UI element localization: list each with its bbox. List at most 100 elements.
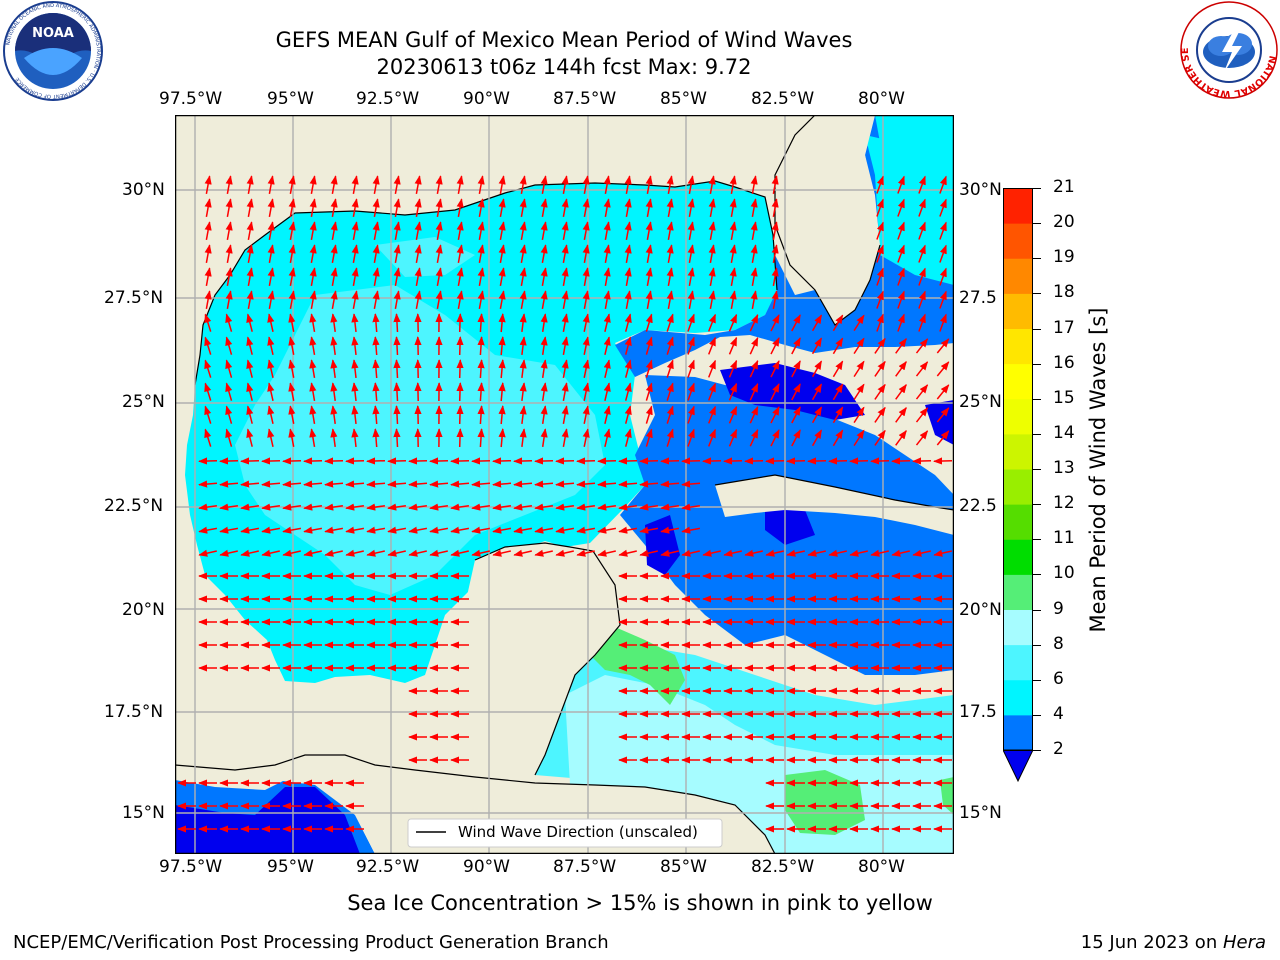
wave-direction-arrow — [729, 290, 737, 310]
lon-label: 97.5°W — [159, 857, 223, 877]
wave-direction-arrow — [603, 405, 611, 424]
wave-direction-arrow — [770, 429, 780, 447]
wave-direction-arrow — [345, 503, 365, 511]
wave-direction-arrow — [261, 526, 281, 534]
colorbar-band — [1003, 258, 1033, 294]
chart-title-line2: 20230613 t06z 144h fcst Max: 9.72 — [376, 55, 752, 79]
wave-direction-arrow — [519, 221, 527, 241]
wave-direction-arrow — [749, 359, 759, 378]
wave-direction-arrow — [729, 175, 737, 195]
wave-direction-arrow — [728, 336, 738, 355]
noaa-logo: NOAA NATIONAL OCEANIC AND ATMOSPHERIC AD… — [3, 1, 103, 101]
wave-direction-arrow — [939, 267, 947, 286]
wave-direction-arrow — [456, 405, 464, 425]
wave-direction-arrow — [309, 267, 317, 287]
wave-direction-arrow — [853, 337, 865, 355]
wave-direction-arrow — [219, 503, 239, 511]
colorbar-band — [1003, 469, 1033, 505]
wave-direction-arrow — [477, 359, 485, 379]
lat-label: 17.5 — [959, 702, 997, 722]
wave-direction-arrow — [387, 526, 407, 534]
wave-direction-arrow — [303, 549, 322, 557]
wave-direction-arrow — [876, 221, 884, 240]
wave-direction-arrow — [624, 405, 632, 424]
wave-direction-arrow — [435, 244, 443, 264]
wave-direction-arrow — [387, 503, 407, 511]
wave-direction-arrow — [771, 198, 779, 218]
lon-label: 80°W — [858, 857, 905, 877]
wave-direction-arrow — [749, 405, 759, 424]
wave-direction-arrow — [936, 338, 950, 354]
wave-direction-arrow — [555, 549, 574, 557]
wave-direction-arrow — [345, 480, 365, 488]
wave-direction-arrow — [744, 549, 763, 557]
wave-direction-arrow — [288, 290, 296, 310]
colorbar-tick-mark — [1033, 258, 1041, 260]
wave-direction-arrow — [324, 503, 344, 511]
wave-direction-arrow — [498, 405, 506, 425]
wave-direction-arrow — [624, 313, 632, 332]
wave-direction-arrow — [540, 313, 548, 333]
wave-direction-arrow — [477, 175, 485, 195]
wave-direction-arrow — [666, 175, 674, 195]
wave-direction-arrow — [540, 198, 548, 218]
wave-direction-arrow — [219, 480, 239, 488]
lat-label: 27.5 — [959, 288, 997, 308]
wave-direction-arrow — [330, 267, 338, 287]
lat-label: 30°N — [959, 180, 1002, 200]
wave-direction-arrow — [513, 549, 532, 557]
noaa-logo-text: NOAA — [32, 26, 74, 41]
wave-direction-arrow — [582, 313, 590, 332]
wave-direction-arrow — [498, 221, 506, 241]
wave-direction-arrow — [645, 267, 653, 287]
wave-direction-arrow — [555, 503, 575, 511]
cuba-land — [715, 475, 954, 535]
wave-direction-arrow — [498, 313, 506, 333]
wave-direction-arrow — [492, 549, 511, 557]
lon-label: 87.5°W — [553, 89, 617, 109]
wave-direction-arrow — [728, 382, 738, 401]
wave-direction-arrow — [666, 382, 674, 401]
colorbar-extend — [1003, 749, 1033, 783]
wave-direction-arrow — [288, 428, 296, 447]
wave-direction-arrow — [832, 406, 844, 424]
wave-direction-arrow — [267, 175, 275, 195]
wave-direction-arrow — [708, 359, 716, 378]
wave-direction-arrow — [435, 290, 443, 310]
colorbar-band — [1003, 398, 1033, 435]
wave-direction-arrow — [387, 549, 406, 557]
wave-direction-arrow — [791, 337, 801, 355]
colorbar-tick-label: 10 — [1053, 563, 1075, 584]
wave-direction-arrow — [811, 360, 823, 378]
wave-direction-arrow — [351, 382, 359, 401]
colorbar-band — [1003, 714, 1033, 751]
wave-direction-arrow — [519, 405, 527, 424]
wave-direction-arrow — [534, 480, 554, 488]
wave-direction-arrow — [225, 221, 233, 241]
colorbar-tick-mark — [1033, 363, 1041, 365]
wave-direction-arrow — [456, 428, 464, 448]
wave-direction-arrow — [372, 290, 380, 310]
wave-direction-arrow — [471, 457, 491, 465]
colorbar-tick-label: 20 — [1053, 212, 1075, 233]
wave-direction-arrow — [477, 382, 485, 402]
colorbar-label: Mean Period of Wind Waves [s] — [1086, 307, 1110, 633]
wave-direction-arrow — [471, 526, 491, 534]
wave-direction-arrow — [513, 457, 533, 465]
lat-label: 17.5°N — [104, 702, 164, 722]
wave-direction-arrow — [624, 359, 632, 378]
colorbar-tick-mark — [1033, 188, 1041, 189]
wave-direction-arrow — [870, 549, 889, 557]
wave-direction-arrow — [939, 175, 947, 194]
wave-direction-arrow — [351, 405, 359, 424]
wave-direction-arrow — [895, 429, 907, 446]
wave-direction-arrow — [498, 382, 506, 402]
wave-direction-arrow — [261, 503, 281, 511]
colorbar-tick-label: 13 — [1053, 458, 1075, 478]
colorbar-tick-mark — [1033, 504, 1041, 506]
wave-direction-arrow — [519, 336, 527, 355]
wave-direction-arrow — [939, 221, 947, 240]
wave-direction-arrow — [204, 175, 212, 195]
wave-direction-arrow — [519, 175, 527, 195]
wave-direction-arrow — [534, 503, 554, 511]
